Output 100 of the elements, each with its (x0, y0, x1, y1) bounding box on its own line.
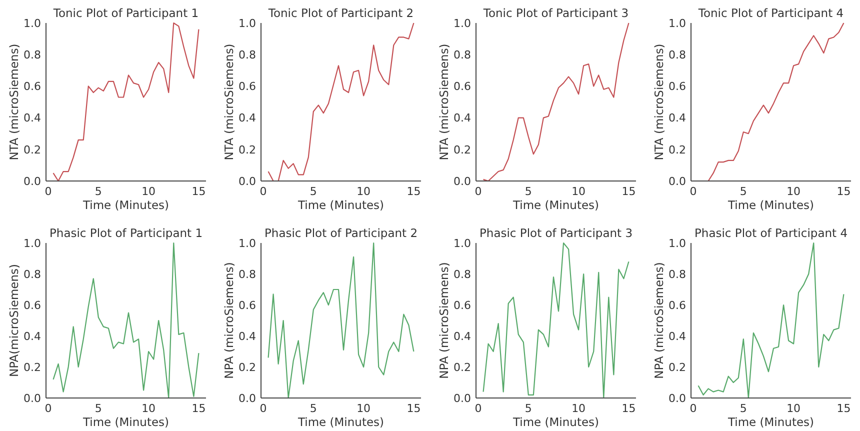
y-tick-label: 1.0 (454, 236, 471, 250)
x-tick-label: 10 (786, 185, 801, 198)
y-tick-label: 0.0 (454, 174, 471, 188)
x-tick-label: 15 (622, 402, 636, 415)
y-tick-label: 0.8 (454, 48, 471, 62)
y-tick-label: 0.4 (454, 112, 471, 125)
x-tick-label: 5 (310, 185, 317, 198)
y-tick-label: 0.2 (24, 143, 41, 156)
x-axis-title: Time (Minutes) (726, 415, 814, 429)
x-tick-label: 10 (572, 402, 586, 415)
x-tick-label: 5 (310, 402, 317, 415)
y-axis-title: NTA (microSiemens) (7, 44, 21, 160)
y-tick-label: 0.4 (24, 112, 41, 125)
y-tick-label: 0.0 (238, 392, 256, 405)
y-tick-label: 0.6 (668, 80, 686, 94)
x-tick-label: 10 (356, 185, 371, 198)
y-tick-label: 0.6 (238, 298, 256, 312)
y-tick-label: 0.8 (668, 48, 686, 62)
y-tick-label: 0.6 (454, 298, 471, 312)
x-tick-label: 15 (192, 402, 206, 415)
y-tick-label: 1.0 (238, 16, 256, 30)
x-tick-label: 0 (474, 185, 482, 198)
y-tick-label: 0.2 (454, 143, 471, 156)
y-axis-title: NTA (microSiemens) (652, 44, 666, 160)
y-tick-label: 0.4 (238, 112, 256, 125)
y-tick-label: 0.8 (454, 268, 471, 281)
line-series (52, 22, 200, 182)
y-tick-label: 1.0 (454, 16, 471, 30)
y-tick-label: 1.0 (24, 236, 41, 250)
y-tick-label: 1.0 (668, 16, 686, 30)
chart-title: Phasic Plot of Participant 1 (49, 226, 203, 240)
line-series (268, 242, 414, 399)
x-tick-label: 0 (260, 185, 267, 198)
y-tick-label: 0.8 (238, 268, 256, 281)
y-tick-label: 0.0 (238, 174, 256, 188)
x-tick-label: 5 (524, 185, 532, 198)
y-axis-title: NPA (microSiemens) (652, 262, 666, 379)
line-series (698, 242, 844, 399)
chart-title: Phasic Plot of Participant 2 (264, 226, 418, 240)
y-tick-label: 0.6 (24, 80, 41, 94)
y-tick-label: 0.4 (668, 330, 686, 343)
x-axis-title: Time (Minutes) (726, 198, 814, 212)
y-tick-label: 0.0 (668, 392, 686, 405)
y-tick-label: 0.2 (668, 360, 686, 374)
y-tick-label: 0.8 (24, 48, 41, 62)
y-axis-title: NPA(microSiemens) (7, 264, 21, 378)
x-axis-title: Time (Minutes) (512, 198, 600, 212)
y-axis-title: NTA (microSiemens) (437, 44, 451, 160)
chart-title: Tonic Plot of Participant 4 (697, 6, 844, 20)
x-tick-label: 15 (406, 185, 421, 198)
y-tick-label: 0.6 (454, 80, 471, 94)
y-tick-label: 1.0 (668, 236, 686, 250)
y-tick-label: 0.4 (454, 330, 471, 343)
chart-title: Tonic Plot of Participant 3 (482, 6, 629, 20)
x-tick-label: 5 (94, 185, 102, 198)
x-tick-label: 0 (260, 402, 267, 415)
chart-title: Tonic Plot of Participant 2 (267, 6, 414, 20)
x-tick-label: 5 (94, 402, 102, 415)
y-tick-label: 0.2 (238, 143, 256, 156)
x-axis-title: Time (Minutes) (296, 198, 384, 212)
x-tick-label: 15 (836, 185, 851, 198)
x-tick-label: 5 (740, 402, 747, 415)
x-tick-label: 0 (690, 185, 697, 198)
x-tick-label: 10 (572, 185, 586, 198)
y-tick-label: 0.8 (24, 268, 41, 281)
y-tick-label: 0.0 (24, 174, 41, 188)
x-tick-label: 5 (740, 185, 747, 198)
y-tick-label: 0.2 (24, 360, 41, 374)
y-axis-title: NPA (microSiemens) (437, 262, 451, 379)
y-tick-label: 0.4 (238, 330, 256, 343)
line-series (52, 242, 200, 399)
line-series (268, 22, 414, 182)
x-tick-label: 0 (474, 402, 482, 415)
x-tick-label: 0 (690, 402, 697, 415)
x-axis-title: Time (Minutes) (512, 415, 600, 429)
y-tick-label: 0.0 (24, 392, 41, 405)
x-tick-label: 10 (356, 402, 371, 415)
y-tick-label: 0.0 (454, 392, 471, 405)
chart-title: Phasic Plot of Participant 4 (694, 226, 848, 240)
y-tick-label: 0.2 (668, 143, 686, 156)
chart-title: Tonic Plot of Participant 1 (52, 6, 199, 20)
y-tick-label: 0.2 (238, 360, 256, 374)
y-axis-title: NTA (microSiemens) (222, 44, 236, 160)
x-axis-title: Time (Minutes) (82, 198, 170, 212)
x-tick-label: 15 (836, 402, 851, 415)
x-axis-title: Time (Minutes) (296, 415, 384, 429)
y-tick-label: 0.6 (24, 298, 41, 312)
x-tick-label: 10 (786, 402, 801, 415)
y-tick-label: 0.8 (668, 268, 686, 281)
y-axis-title: NPA (microSiemens) (222, 262, 236, 379)
y-tick-label: 0.8 (238, 48, 256, 62)
line-series (482, 22, 630, 182)
y-tick-label: 1.0 (24, 16, 41, 30)
y-tick-label: 0.4 (24, 330, 41, 343)
line-series (482, 242, 630, 399)
y-tick-label: 0.6 (668, 298, 686, 312)
y-tick-label: 0.0 (668, 174, 686, 188)
x-tick-label: 5 (524, 402, 532, 415)
x-axis-title: Time (Minutes) (82, 415, 170, 429)
x-tick-label: 0 (44, 185, 52, 198)
